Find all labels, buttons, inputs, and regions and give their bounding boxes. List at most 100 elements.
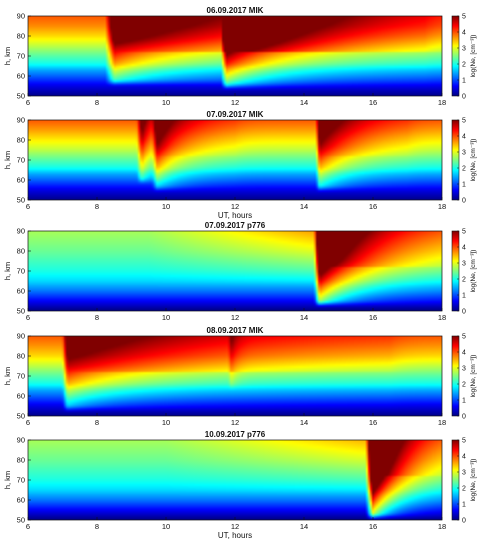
x-tick-label: 16 (369, 522, 377, 531)
heatmap-image (28, 336, 442, 416)
x-tick-label: 12 (231, 418, 239, 427)
heatmap-image (28, 440, 442, 520)
x-tick-label: 8 (95, 522, 99, 531)
colorbar-tick-label: 0 (462, 309, 466, 316)
x-tick-label: 8 (95, 98, 99, 107)
colorbar-tick-label: 3 (462, 470, 466, 477)
colorbar-tick-label: 3 (462, 261, 466, 268)
colorbar-tick-label: 4 (462, 350, 466, 357)
x-tick-label: 14 (300, 418, 308, 427)
x-tick-label: 14 (300, 313, 308, 322)
colorbar-label: log(Ne, [cm⁻³]) (470, 139, 477, 182)
panel-title: 06.09.2017 MIK (207, 6, 264, 15)
y-tick-label: 60 (17, 392, 25, 401)
y-tick-label: 80 (17, 136, 25, 145)
x-tick-label: 18 (438, 202, 446, 211)
y-tick-label: 70 (17, 156, 25, 165)
colorbar-tick-label: 3 (462, 150, 466, 157)
colorbar (451, 439, 460, 521)
x-tick-label: 6 (26, 313, 30, 322)
colorbar-label: log(Ne, [cm⁻³]) (470, 250, 477, 293)
colorbar-tick-label: 1 (462, 398, 466, 405)
colorbar-tick-label: 2 (462, 486, 466, 493)
colorbar-tick-label: 4 (462, 245, 466, 252)
x-tick-label: 12 (231, 313, 239, 322)
x-tick-label: 12 (231, 522, 239, 531)
colorbar-tick-label: 2 (462, 382, 466, 389)
x-tick-label: 16 (369, 313, 377, 322)
colorbar (451, 119, 460, 201)
colorbar-tick-label: 0 (462, 414, 466, 421)
y-tick-label: 70 (17, 476, 25, 485)
colorbar-tick-label: 1 (462, 502, 466, 509)
y-tick-label: 60 (17, 176, 25, 185)
x-tick-label: 6 (26, 522, 30, 531)
y-tick-label: 70 (17, 52, 25, 61)
y-axis-label: h, km (3, 471, 12, 489)
colorbar-tick-label: 1 (462, 182, 466, 189)
y-tick-label: 90 (17, 332, 25, 341)
x-tick-label: 6 (26, 98, 30, 107)
x-tick-label: 16 (369, 418, 377, 427)
colorbar-tick-label: 5 (462, 118, 466, 125)
y-tick-label: 60 (17, 496, 25, 505)
colorbar-label: log(Ne, [cm⁻³]) (470, 459, 477, 502)
x-axis-label: UT, hours (218, 531, 252, 540)
x-tick-label: 10 (162, 98, 170, 107)
colorbar-tick-label: 5 (462, 14, 466, 21)
x-tick-label: 12 (231, 98, 239, 107)
y-tick-label: 50 (17, 412, 25, 421)
panel-title: 07.09.2017 MIK (207, 110, 264, 119)
y-tick-label: 50 (17, 307, 25, 316)
y-tick-label: 90 (17, 227, 25, 236)
y-tick-label: 90 (17, 12, 25, 21)
x-tick-label: 14 (300, 202, 308, 211)
colorbar-tick-label: 5 (462, 334, 466, 341)
x-axis-label: UT, hours (218, 211, 252, 220)
y-tick-label: 70 (17, 267, 25, 276)
y-tick-label: 50 (17, 196, 25, 205)
colorbar-label: log(Ne, [cm⁻³]) (470, 35, 477, 78)
x-tick-label: 8 (95, 418, 99, 427)
colorbar-tick-label: 3 (462, 46, 466, 53)
x-tick-label: 12 (231, 202, 239, 211)
x-tick-label: 16 (369, 202, 377, 211)
x-tick-label: 10 (162, 522, 170, 531)
panel-title: 07.09.2017 p776 (205, 221, 266, 230)
colorbar (451, 335, 460, 417)
y-tick-label: 80 (17, 247, 25, 256)
panel-title: 08.09.2017 MIK (207, 326, 264, 335)
colorbar-tick-label: 2 (462, 277, 466, 284)
y-tick-label: 60 (17, 72, 25, 81)
colorbar-tick-label: 1 (462, 293, 466, 300)
y-tick-label: 50 (17, 516, 25, 525)
y-axis-label: h, km (3, 367, 12, 385)
heatmap-image (28, 120, 442, 200)
x-tick-label: 8 (95, 202, 99, 211)
colorbar (451, 15, 460, 97)
y-tick-label: 80 (17, 352, 25, 361)
x-tick-label: 6 (26, 202, 30, 211)
colorbar-tick-label: 4 (462, 134, 466, 141)
x-tick-label: 18 (438, 418, 446, 427)
y-tick-label: 60 (17, 287, 25, 296)
x-tick-label: 10 (162, 313, 170, 322)
panel-title: 10.09.2017 p776 (205, 430, 266, 439)
x-tick-label: 18 (438, 522, 446, 531)
y-tick-label: 90 (17, 436, 25, 445)
colorbar-tick-label: 1 (462, 78, 466, 85)
colorbar-tick-label: 0 (462, 518, 466, 525)
y-tick-label: 50 (17, 92, 25, 101)
x-tick-label: 14 (300, 522, 308, 531)
colorbar-tick-label: 2 (462, 166, 466, 173)
colorbar (451, 230, 460, 312)
x-tick-label: 14 (300, 98, 308, 107)
y-axis-label: h, km (3, 47, 12, 65)
y-axis-label: h, km (3, 262, 12, 280)
x-tick-label: 8 (95, 313, 99, 322)
y-tick-label: 90 (17, 116, 25, 125)
